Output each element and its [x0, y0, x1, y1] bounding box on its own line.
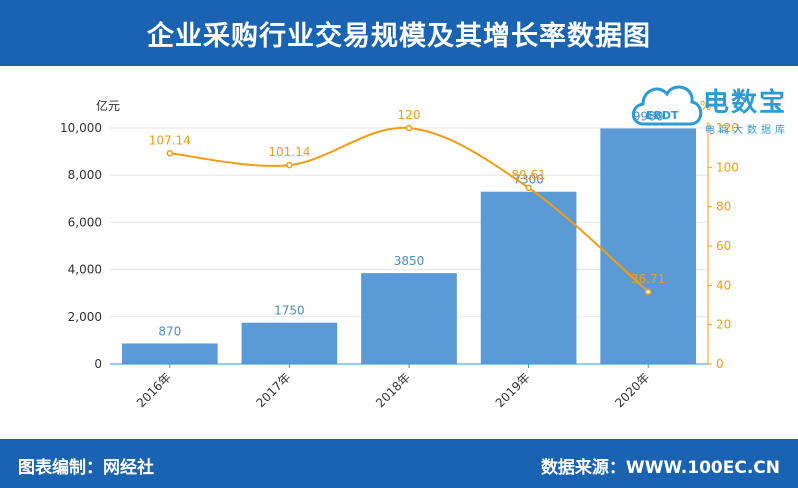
- bar: [600, 128, 697, 364]
- header-bar: 企业采购行业交易规模及其增长率数据图: [0, 0, 798, 66]
- chart-compiler: 图表编制：网经社: [18, 458, 154, 478]
- bar-value-label: 1750: [274, 304, 305, 318]
- bar: [361, 273, 457, 364]
- y-axis-left: 0 2,000 4,000 6,000 8,000 10,000 亿元: [60, 98, 120, 371]
- y-right-tick-label: 20: [716, 318, 731, 332]
- y-right-tick-label: 0: [716, 357, 724, 371]
- y-left-tick-label: 0: [94, 357, 102, 371]
- footer-bar: 图表编制：网经社 数据来源：WWW.100EC.CN: [0, 439, 798, 488]
- bar-series: [121, 128, 697, 364]
- y-left-tick-label: 10,000: [60, 121, 102, 135]
- line-series: [166, 124, 652, 296]
- line-value-label: 101.14: [268, 145, 310, 159]
- bar: [241, 322, 338, 364]
- line-value-label: 120: [398, 108, 421, 122]
- cloud-icon: EBDT: [631, 85, 703, 126]
- y-left-tick-label: 4,000: [68, 263, 102, 277]
- y-right-unit: %: [700, 99, 711, 113]
- line-value-label: 107.14: [149, 133, 191, 147]
- y-right-tick-label: 120: [716, 121, 739, 135]
- line-value-label: 36.71: [631, 272, 665, 286]
- line-point: [166, 150, 174, 157]
- x-tick-label: 2018年: [373, 370, 413, 410]
- line-value-label: 89.61: [511, 168, 545, 182]
- line-value-labels: 107.14 101.14 120 89.61 36.71: [149, 108, 666, 286]
- x-tick-label: 2017年: [254, 370, 294, 410]
- x-axis: 2016年 2017年 2018年 2019年 2020年: [110, 363, 708, 410]
- line-point: [644, 288, 652, 296]
- y-right-tick-label: 100: [716, 160, 739, 174]
- line-point: [525, 184, 532, 192]
- y-left-tick-label: 6,000: [68, 215, 102, 229]
- x-tick-label: 2019年: [493, 370, 533, 410]
- y-right-tick-label: 40: [716, 278, 731, 292]
- data-source: 数据来源：WWW.100EC.CN: [540, 458, 780, 478]
- page-title: 企业采购行业交易规模及其增长率数据图: [147, 21, 651, 52]
- bar-value-label: 870: [158, 324, 181, 338]
- watermark-tagline: 电商大数据库: [705, 125, 789, 136]
- bar-value-label: 9980: [633, 109, 664, 123]
- bar: [121, 343, 218, 364]
- y-right-tick-label: 80: [716, 200, 731, 214]
- y-left-tick-label: 2,000: [68, 310, 102, 324]
- line-point: [405, 124, 413, 132]
- y-left-tick-label: 8,000: [68, 168, 102, 182]
- watermark-brand: 电数宝: [703, 88, 788, 118]
- bar: [480, 191, 577, 364]
- watermark-logo: EBDT 电数宝 电商大数据库: [626, 72, 796, 142]
- y-left-unit: 亿元: [96, 98, 120, 113]
- cloud-text: EBDT: [646, 109, 679, 122]
- line-point: [286, 161, 293, 169]
- bar-value-label: 3850: [394, 254, 425, 268]
- x-tick-label: 2016年: [134, 370, 174, 410]
- y-right-tick-label: 60: [716, 239, 731, 253]
- x-tick-label: 2020年: [612, 370, 652, 410]
- y-axis-right: 0 20 40 60 80 100 120%: [700, 99, 739, 371]
